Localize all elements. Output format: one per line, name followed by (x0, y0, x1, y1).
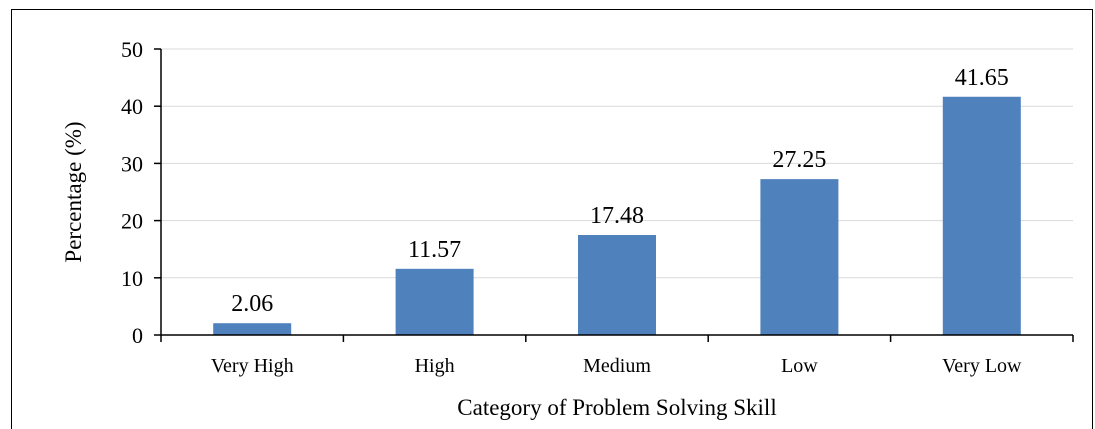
chart-frame (11, 9, 1093, 429)
data-label: 11.57 (408, 237, 461, 263)
y-tick-label: 50 (121, 37, 143, 62)
data-label: 2.06 (231, 291, 273, 317)
bar (395, 268, 474, 335)
y-tick-label: 0 (132, 323, 143, 348)
y-tick-label: 20 (121, 209, 143, 234)
bar (213, 323, 292, 335)
data-label: 17.48 (590, 203, 644, 229)
x-tick-label: Medium (583, 355, 651, 377)
data-label: 41.65 (955, 65, 1009, 91)
gridlines (161, 48, 1073, 279)
y-tick-label: 40 (121, 94, 143, 119)
y-tick-label: 10 (121, 266, 143, 291)
bars (213, 96, 1021, 336)
y-tick-label: 30 (121, 151, 143, 176)
bar (942, 96, 1021, 336)
axes (154, 48, 1074, 342)
x-tick-label: High (415, 355, 455, 377)
x-tick-labels: Very High High Medium Low Very Low (211, 355, 1022, 377)
bar (578, 235, 656, 335)
x-axis-title: Category of Problem Solving Skill (457, 395, 776, 420)
data-label: 27.25 (772, 147, 826, 173)
bar (760, 179, 839, 335)
x-tick-label: Very High (211, 355, 294, 377)
y-tick-labels: 0 10 20 30 40 50 (121, 37, 143, 348)
y-axis-title: Percentage (%) (61, 121, 86, 262)
x-tick-label: Low (781, 355, 818, 377)
data-labels: 2.06 11.57 17.48 27.25 41.65 (231, 65, 1009, 317)
x-tick-label: Very Low (942, 355, 1022, 377)
